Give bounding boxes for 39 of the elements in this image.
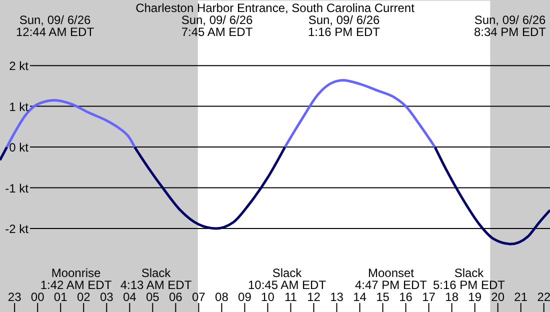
x-tick-label: 18	[445, 290, 459, 304]
y-tick-label: 2 kt	[9, 59, 30, 74]
x-tick-label: 17	[422, 290, 436, 304]
annotation: Sun, 09/ 6/26 12:44 AM EDT	[16, 13, 95, 39]
x-tick-label: 19	[468, 290, 482, 304]
annotation: Moonset 4:47 PM EDT	[354, 266, 428, 292]
x-tick-label: 10	[261, 290, 275, 304]
annotation: Sun, 09/ 6/26 7:45 AM EDT	[181, 13, 254, 39]
x-tick-label: 11	[284, 290, 298, 304]
x-tick-label: 15	[376, 290, 390, 304]
x-tick-label: 06	[168, 290, 183, 304]
annotation: Slack 10:45 AM EDT	[248, 266, 327, 292]
annotation: Slack 4:13 AM EDT	[120, 266, 192, 292]
x-tick-label: 21	[514, 290, 528, 304]
x-tick-label: 20	[491, 290, 505, 304]
x-tick-label: 04	[122, 290, 137, 304]
y-tick-label: -1 kt	[5, 181, 30, 196]
x-tick-label: 22	[537, 290, 550, 304]
x-tick-label: 16	[399, 290, 413, 304]
chart-title: Charleston Harbor Entrance, South Carolina Current	[136, 1, 416, 15]
x-tick-label: 09	[238, 290, 252, 304]
x-tick-label: 23	[8, 290, 22, 304]
x-tick-label: 12	[307, 290, 321, 304]
x-tick-label: 03	[100, 290, 114, 304]
annotation: Sun, 09/ 6/26 1:16 PM EDT	[308, 13, 381, 39]
annotation: Moonrise 1:42 AM EDT	[40, 266, 112, 292]
y-tick-label: 1 kt	[9, 100, 30, 114]
x-tick-label: 13	[330, 290, 344, 304]
x-tick-label: 08	[215, 290, 229, 304]
x-tick-label: 01	[54, 290, 68, 304]
y-tick-label: 0 kt	[9, 140, 30, 155]
x-tick-label: 02	[76, 290, 91, 304]
annotation: Slack 5:16 PM EDT	[432, 266, 506, 292]
y-tick-label: -2 kt	[5, 222, 30, 236]
annotation: Sun, 09/ 6/26 8:34 PM EDT	[474, 13, 547, 39]
x-tick-label: 05	[146, 290, 160, 304]
x-tick-label: 14	[353, 290, 367, 304]
x-tick-label: 07	[192, 290, 206, 304]
x-tick-label: 00	[30, 290, 45, 304]
